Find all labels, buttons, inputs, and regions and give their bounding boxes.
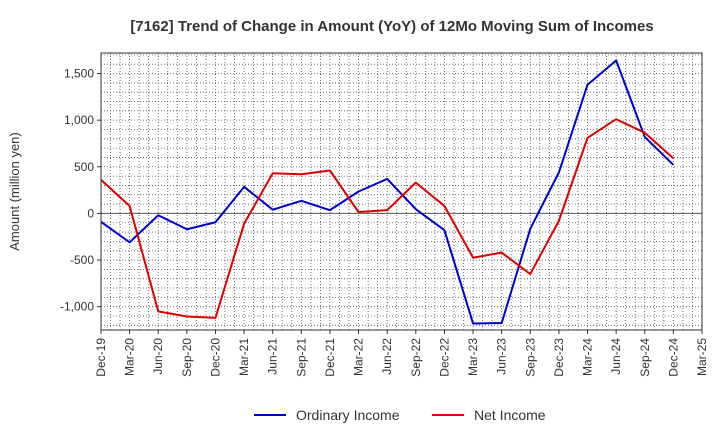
x-tick-label: Dec-22 <box>437 338 451 377</box>
x-tick-label: Sep-20 <box>180 338 194 377</box>
x-axis-ticks: Dec-19 Mar-20 Jun-20 Sep-20 Dec-20 Mar-21 Jun-… <box>94 330 709 377</box>
legend-label-0: Ordinary Income <box>296 407 400 423</box>
x-tick-label: Mar-25 <box>695 338 709 376</box>
x-tick-label: Dec-19 <box>94 338 108 377</box>
x-tick-label: Dec-21 <box>323 338 337 377</box>
x-tick-label: Sep-24 <box>638 338 652 377</box>
legend: Ordinary Income Net Income <box>254 407 546 423</box>
y-tick-label: 1,000 <box>64 113 94 127</box>
x-tick-label: Mar-20 <box>123 338 137 376</box>
y-tick-label: -500 <box>70 253 94 267</box>
x-tick-label: Mar-24 <box>581 338 595 376</box>
x-tick-label: Jun-22 <box>380 338 394 375</box>
x-tick-label: Dec-23 <box>552 338 566 377</box>
x-tick-label: Dec-24 <box>666 338 680 377</box>
y-axis-ticks: -1,000 -500 0 500 1,000 1,500 <box>60 67 101 314</box>
x-tick-label: Sep-21 <box>294 338 308 377</box>
y-tick-label: 0 <box>87 206 94 220</box>
x-tick-label: Jun-24 <box>609 338 623 375</box>
series-lines <box>100 59 675 325</box>
x-tick-label: Mar-22 <box>352 338 366 376</box>
series-line-1 <box>100 118 675 319</box>
chart-title: [7162] Trend of Change in Amount (YoY) o… <box>130 18 653 35</box>
x-tick-label: Mar-21 <box>237 338 251 376</box>
x-tick-label: Jun-20 <box>151 338 165 375</box>
grid <box>101 53 702 330</box>
x-tick-label: Sep-23 <box>523 338 537 377</box>
x-tick-label: Jun-21 <box>266 338 280 375</box>
plot-frame <box>100 52 703 331</box>
legend-label-1: Net Income <box>474 407 546 423</box>
x-tick-label: Dec-20 <box>208 338 222 377</box>
y-tick-label: 500 <box>74 160 94 174</box>
y-tick-label: -1,000 <box>60 300 94 314</box>
x-tick-label: Jun-23 <box>495 338 509 375</box>
y-tick-label: 1,500 <box>64 67 94 81</box>
x-tick-label: Sep-22 <box>409 338 423 377</box>
x-tick-label: Mar-23 <box>466 338 480 376</box>
series-line-0 <box>100 59 675 325</box>
y-axis-label: Amount (million yen) <box>7 132 22 251</box>
